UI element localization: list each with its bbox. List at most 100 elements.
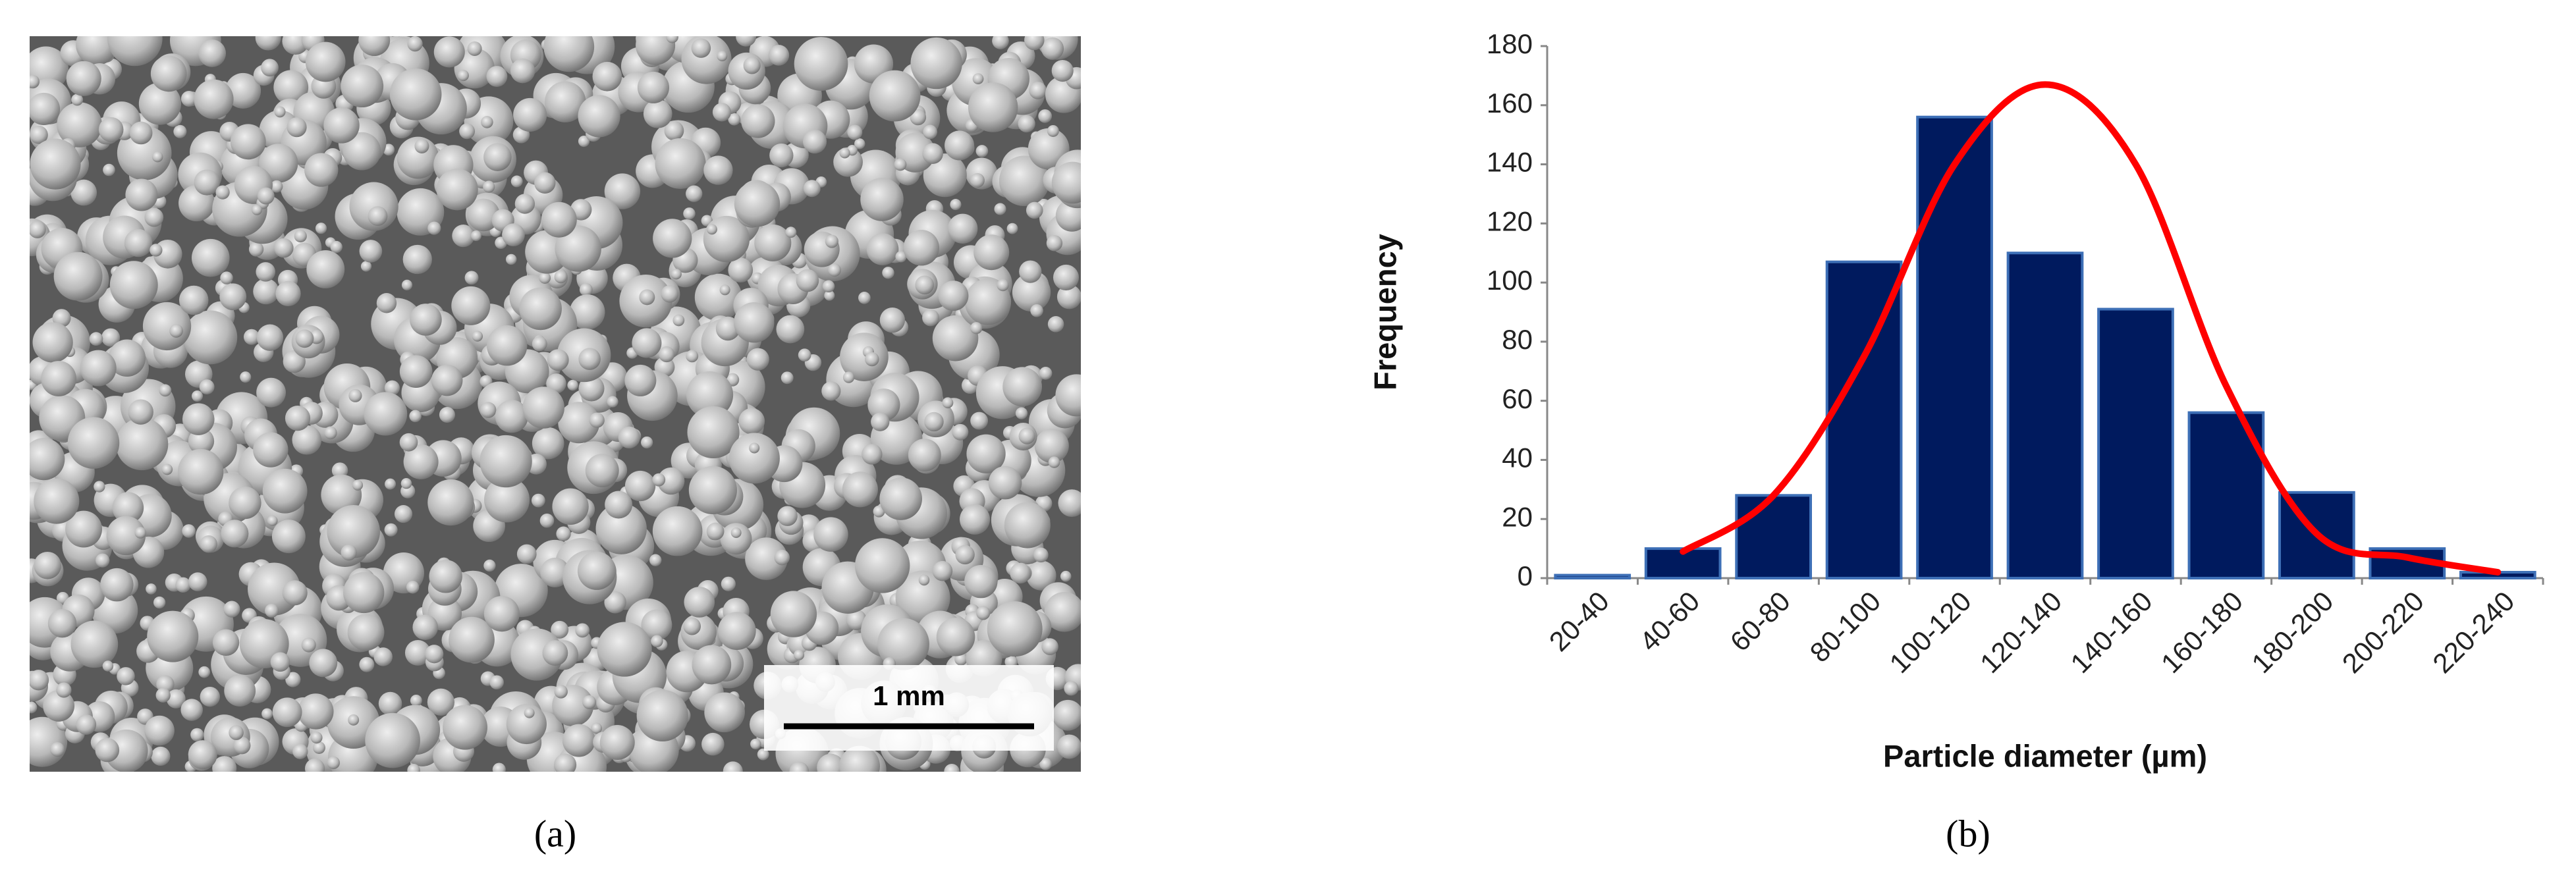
particle (191, 390, 204, 402)
particle (728, 113, 741, 126)
particle (480, 435, 532, 488)
particle (723, 761, 743, 772)
particle (327, 756, 340, 770)
particle (255, 36, 281, 51)
particle (1002, 367, 1042, 407)
x-tick-label: 220-240 (2426, 585, 2520, 679)
particle (271, 520, 306, 554)
particle (915, 275, 935, 295)
particle (661, 285, 678, 303)
particle (774, 549, 790, 566)
particle (794, 649, 805, 660)
particle (776, 315, 805, 344)
particle (575, 623, 590, 638)
particle (384, 523, 398, 537)
particle (1055, 374, 1081, 417)
particle (734, 302, 775, 343)
particle (108, 339, 146, 377)
particle (589, 412, 605, 428)
particle (400, 477, 412, 489)
particle (960, 504, 991, 535)
particle (605, 491, 633, 519)
particle (103, 163, 115, 176)
particle (652, 473, 666, 487)
particle (66, 61, 101, 96)
particle (519, 287, 562, 331)
particle (56, 682, 72, 698)
particle (1033, 547, 1049, 563)
particle (1039, 367, 1053, 380)
particle (32, 322, 73, 363)
particle (936, 617, 975, 656)
particle (80, 350, 117, 387)
particle (686, 371, 734, 419)
particle (323, 107, 360, 144)
particle (862, 444, 883, 465)
particle (728, 257, 754, 283)
particle (1024, 36, 1045, 51)
particle (770, 591, 817, 637)
particle (305, 41, 346, 82)
particle (717, 612, 756, 651)
particle (41, 361, 76, 396)
particle (688, 466, 737, 515)
particle (514, 194, 535, 214)
particle (109, 261, 158, 309)
particle (365, 712, 420, 768)
particle (803, 180, 821, 198)
particle (516, 544, 537, 564)
bar (1554, 574, 1631, 579)
particle (49, 741, 65, 757)
particle (585, 454, 619, 488)
particle (352, 479, 364, 491)
particle (270, 180, 283, 193)
fit-curve (1680, 81, 2502, 576)
particle (385, 478, 397, 490)
particle (378, 691, 402, 716)
caption: (a) (534, 812, 576, 855)
particle (298, 693, 334, 730)
particle (414, 138, 429, 153)
particle (224, 675, 256, 707)
particle (632, 328, 662, 358)
particle (653, 219, 692, 258)
particle (294, 229, 307, 243)
scale-bar-label: 1 mm (873, 680, 945, 711)
particle (166, 689, 186, 709)
particle (879, 477, 922, 520)
particle (556, 526, 571, 541)
particle (406, 580, 420, 594)
particle (452, 225, 475, 248)
particle (736, 36, 757, 47)
particle (704, 692, 744, 733)
particle (404, 640, 431, 666)
particle (1047, 124, 1059, 137)
particle (970, 412, 989, 430)
particle (777, 506, 798, 526)
particle (922, 309, 939, 327)
particle (639, 289, 655, 306)
particle (402, 244, 432, 275)
particle (522, 387, 564, 429)
particle (659, 346, 675, 363)
particle (706, 522, 725, 541)
particle (554, 753, 577, 772)
caption: (b) (1946, 812, 1990, 855)
particle (895, 251, 907, 263)
particle (117, 667, 135, 685)
particle (671, 269, 682, 280)
particle (1041, 37, 1064, 60)
particle (706, 224, 717, 235)
particle (459, 123, 476, 140)
particle (71, 94, 84, 106)
particle (999, 155, 1050, 207)
particle (173, 124, 187, 138)
particle (199, 379, 215, 395)
particle (923, 153, 967, 198)
x-tick-label: 80-100 (1804, 585, 1887, 668)
particle (427, 688, 454, 716)
particle (534, 172, 556, 194)
particle (151, 746, 171, 766)
particle (287, 117, 307, 138)
